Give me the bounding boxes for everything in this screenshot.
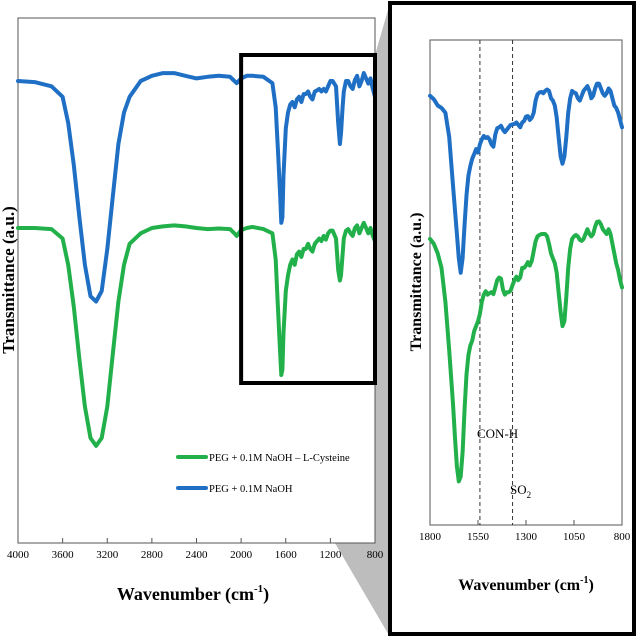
left-series-line-naoh	[16, 71, 377, 304]
annotation-con-h: CON-H	[477, 426, 518, 441]
left-tick-label-3200: 3200	[96, 549, 119, 561]
left-tick-label-2400: 2400	[186, 549, 209, 561]
left-tick-label-2000: 2000	[230, 549, 253, 561]
right-y-axis-title: Transmittance (a.u.)	[408, 213, 425, 352]
legend: PEG + 0.1M NaOH – L-Cysteine PEG + 0.1M …	[176, 453, 350, 495]
left-x-axis-title: Wavenumber (cm-1)	[117, 583, 269, 605]
right-tick-label-1550: 1550	[467, 531, 490, 543]
right-reference-lines	[479, 40, 514, 525]
right-series-line-cys	[428, 219, 624, 484]
annotation-so2: SO2	[510, 482, 531, 500]
left-tick-label-800: 800	[367, 549, 384, 561]
right-chart-panel: 1800 1550 1300 1050 800 CON-H SO2 Wavenumber…	[388, 1, 636, 636]
left-series-line-cys	[16, 220, 377, 448]
left-y-axis-title: Transmittance (a.u.)	[0, 206, 18, 353]
right-x-ticks: 1800 1550 1300 1050 800	[419, 520, 631, 543]
left-tick-label-1200: 1200	[319, 549, 342, 561]
right-tick-label-1300: 1300	[515, 531, 538, 543]
zoom-box	[239, 53, 377, 385]
right-tick-label-1050: 1050	[563, 531, 586, 543]
left-tick-label-3600: 3600	[52, 549, 75, 561]
left-x-ticks: 4000 3600 3200 2800 2400 2000 1600 1200 800	[7, 538, 384, 561]
left-chart-panel: 4000 3600 3200 2800 2400 2000 1600 1200 800 PEG …	[0, 17, 384, 605]
left-series-group	[16, 71, 377, 448]
right-tick-label-1800: 1800	[419, 531, 442, 543]
right-series-group	[428, 81, 624, 484]
right-tick-label-800: 800	[614, 531, 631, 543]
legend-label-cys: PEG + 0.1M NaOH – L-Cysteine	[209, 453, 350, 464]
left-tick-label-1600: 1600	[275, 549, 298, 561]
left-tick-label-2800: 2800	[141, 549, 164, 561]
right-x-axis-title: Wavenumber (cm-1)	[458, 575, 594, 594]
right-plot-area	[429, 39, 623, 526]
right-series-line-naoh	[428, 81, 624, 275]
legend-label-naoh: PEG + 0.1M NaOH	[209, 484, 293, 495]
left-tick-label-4000: 4000	[7, 549, 30, 561]
